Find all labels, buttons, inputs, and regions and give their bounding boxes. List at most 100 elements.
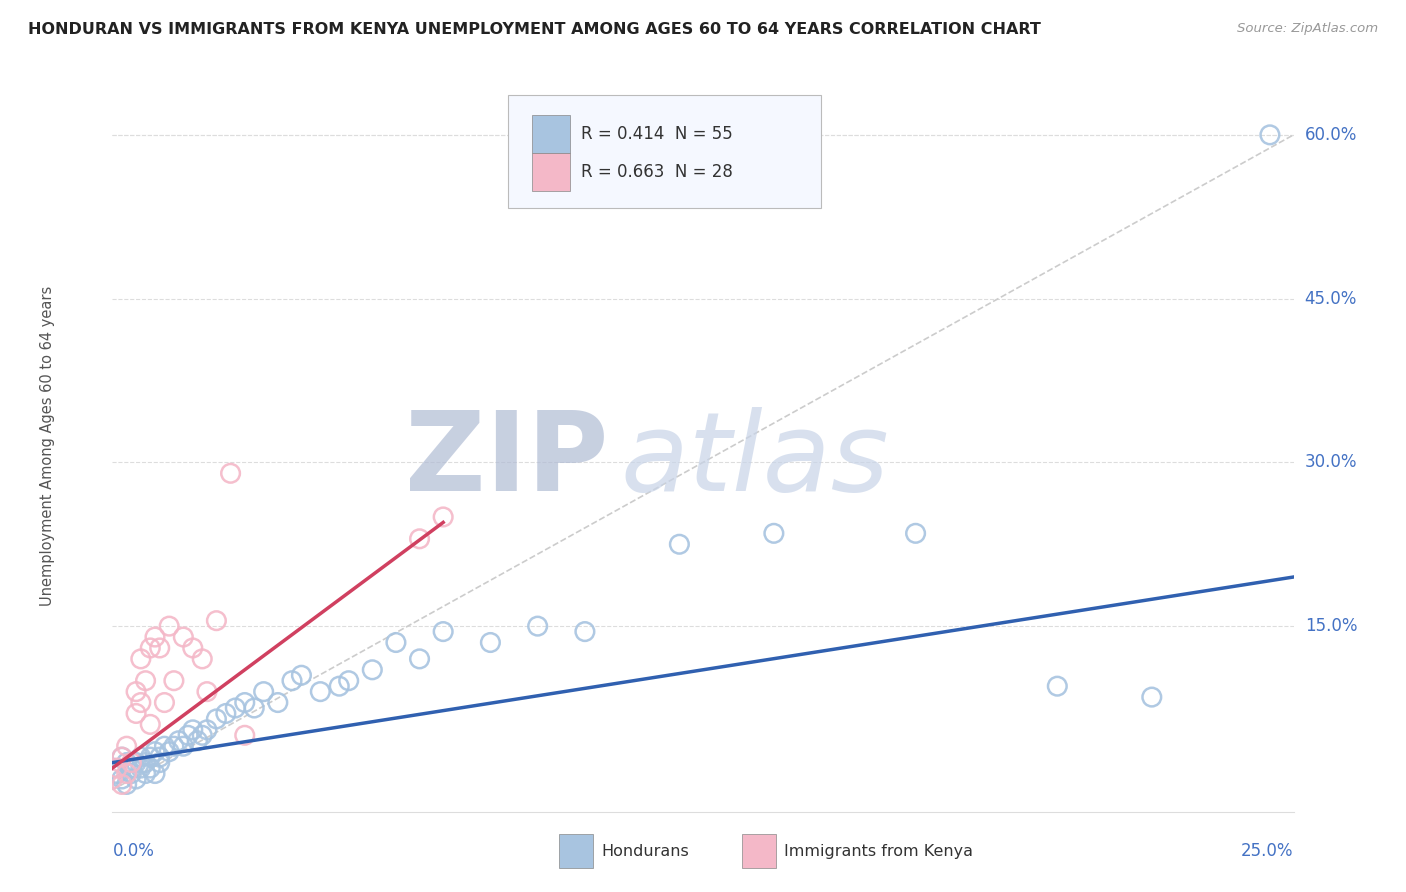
Point: [177, 728, 200, 742]
FancyBboxPatch shape: [742, 834, 776, 868]
Text: HONDURAN VS IMMIGRANTS FROM KENYA UNEMPLOYMENT AMONG AGES 60 TO 64 YEARS CORRELA: HONDURAN VS IMMIGRANTS FROM KENYA UNEMPL…: [28, 22, 1040, 37]
Point: [149, 756, 172, 770]
Point: [101, 761, 124, 775]
Point: [105, 761, 128, 775]
FancyBboxPatch shape: [531, 153, 569, 192]
Point: [408, 532, 430, 546]
Point: [361, 663, 384, 677]
Point: [167, 733, 190, 747]
Point: [111, 750, 134, 764]
Point: [904, 526, 927, 541]
Point: [143, 745, 166, 759]
Point: [172, 739, 194, 754]
Point: [101, 772, 124, 786]
Text: ZIP: ZIP: [405, 407, 609, 514]
Text: atlas: atlas: [620, 407, 889, 514]
Point: [139, 717, 162, 731]
Point: [267, 696, 290, 710]
Point: [115, 739, 138, 754]
Text: 25.0%: 25.0%: [1241, 842, 1294, 860]
Point: [135, 766, 157, 780]
Text: Immigrants from Kenya: Immigrants from Kenya: [785, 844, 973, 859]
Text: Unemployment Among Ages 60 to 64 years: Unemployment Among Ages 60 to 64 years: [39, 285, 55, 607]
Point: [233, 728, 256, 742]
Text: 45.0%: 45.0%: [1305, 290, 1357, 308]
Point: [120, 756, 142, 770]
Point: [243, 701, 266, 715]
Point: [668, 537, 690, 551]
Point: [290, 668, 312, 682]
Point: [191, 728, 214, 742]
Point: [129, 652, 152, 666]
Point: [157, 619, 180, 633]
FancyBboxPatch shape: [508, 95, 821, 209]
Point: [153, 739, 176, 754]
Point: [163, 739, 186, 754]
Point: [120, 766, 142, 780]
Point: [115, 766, 138, 780]
Point: [105, 766, 128, 780]
Point: [215, 706, 238, 721]
Point: [172, 630, 194, 644]
FancyBboxPatch shape: [560, 834, 593, 868]
Point: [139, 750, 162, 764]
Point: [120, 761, 142, 775]
Point: [115, 756, 138, 770]
Point: [129, 750, 152, 764]
Point: [408, 652, 430, 666]
Point: [205, 712, 228, 726]
Point: [762, 526, 785, 541]
Point: [328, 679, 350, 693]
Point: [129, 696, 152, 710]
Point: [181, 640, 204, 655]
Text: 30.0%: 30.0%: [1305, 453, 1357, 471]
Point: [135, 756, 157, 770]
Point: [111, 777, 134, 791]
Point: [149, 750, 172, 764]
Text: Hondurans: Hondurans: [602, 844, 689, 859]
Text: R = 0.414  N = 55: R = 0.414 N = 55: [581, 125, 733, 143]
Text: 0.0%: 0.0%: [112, 842, 155, 860]
Point: [432, 510, 454, 524]
Text: Source: ZipAtlas.com: Source: ZipAtlas.com: [1237, 22, 1378, 36]
Point: [125, 772, 148, 786]
Point: [129, 761, 152, 775]
Point: [195, 684, 218, 698]
Point: [219, 467, 242, 481]
Point: [157, 745, 180, 759]
Point: [479, 635, 502, 649]
Point: [337, 673, 360, 688]
Point: [526, 619, 548, 633]
Point: [195, 723, 218, 737]
Point: [125, 706, 148, 721]
Point: [224, 701, 246, 715]
Point: [111, 750, 134, 764]
Text: 60.0%: 60.0%: [1305, 126, 1357, 144]
FancyBboxPatch shape: [531, 115, 569, 153]
Point: [135, 673, 157, 688]
Point: [181, 723, 204, 737]
Point: [574, 624, 596, 639]
Point: [1258, 128, 1281, 142]
Point: [205, 614, 228, 628]
Point: [432, 624, 454, 639]
Point: [125, 684, 148, 698]
Point: [139, 640, 162, 655]
Point: [385, 635, 408, 649]
Point: [115, 777, 138, 791]
Point: [125, 756, 148, 770]
Point: [186, 733, 208, 747]
Point: [149, 640, 172, 655]
Point: [233, 696, 256, 710]
Text: R = 0.663  N = 28: R = 0.663 N = 28: [581, 163, 733, 181]
Point: [309, 684, 332, 698]
Point: [153, 696, 176, 710]
Point: [1046, 679, 1069, 693]
Text: 15.0%: 15.0%: [1305, 617, 1357, 635]
Point: [163, 673, 186, 688]
Point: [143, 630, 166, 644]
Point: [1140, 690, 1163, 704]
Point: [111, 772, 134, 786]
Point: [139, 761, 162, 775]
Point: [143, 766, 166, 780]
